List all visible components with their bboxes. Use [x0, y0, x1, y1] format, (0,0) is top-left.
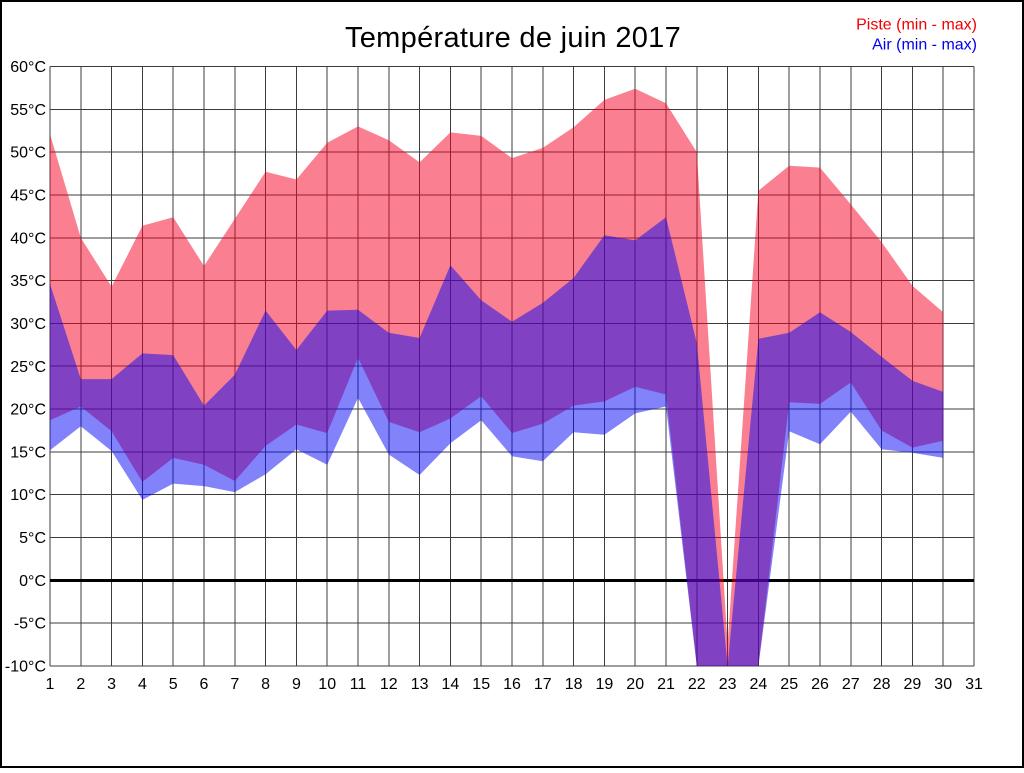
svg-text:24: 24: [750, 676, 768, 693]
svg-text:22: 22: [688, 676, 706, 693]
svg-text:0°C: 0°C: [19, 573, 46, 590]
svg-text:10°C: 10°C: [10, 487, 46, 504]
svg-text:6: 6: [200, 676, 209, 693]
svg-text:7: 7: [230, 676, 239, 693]
svg-text:25: 25: [780, 676, 798, 693]
svg-text:12: 12: [380, 676, 398, 693]
svg-text:Air (min - max): Air (min - max): [872, 37, 977, 54]
svg-text:40°C: 40°C: [10, 230, 46, 247]
svg-text:20: 20: [626, 676, 644, 693]
svg-text:8: 8: [261, 676, 270, 693]
svg-text:15°C: 15°C: [10, 444, 46, 461]
svg-text:Piste (min - max): Piste (min - max): [856, 17, 977, 34]
svg-text:11: 11: [350, 676, 367, 693]
svg-text:55°C: 55°C: [10, 102, 46, 119]
svg-text:20°C: 20°C: [10, 402, 46, 419]
svg-text:35°C: 35°C: [10, 273, 46, 290]
svg-text:27: 27: [842, 676, 860, 693]
svg-text:21: 21: [657, 676, 675, 693]
svg-text:30°C: 30°C: [10, 316, 46, 333]
svg-text:30: 30: [934, 676, 952, 693]
svg-text:31: 31: [965, 676, 983, 693]
svg-text:14: 14: [442, 676, 460, 693]
svg-text:15: 15: [472, 676, 490, 693]
svg-text:1: 1: [46, 676, 55, 693]
svg-text:9: 9: [292, 676, 301, 693]
svg-text:-5°C: -5°C: [14, 616, 46, 633]
svg-text:25°C: 25°C: [10, 359, 46, 376]
svg-text:5: 5: [169, 676, 178, 693]
svg-text:26: 26: [811, 676, 829, 693]
svg-text:10: 10: [318, 676, 336, 693]
svg-text:4: 4: [138, 676, 147, 693]
svg-text:16: 16: [503, 676, 521, 693]
svg-text:29: 29: [904, 676, 922, 693]
svg-text:19: 19: [596, 676, 614, 693]
svg-text:17: 17: [534, 676, 552, 693]
svg-text:3: 3: [107, 676, 116, 693]
svg-text:18: 18: [565, 676, 583, 693]
svg-text:60°C: 60°C: [10, 59, 46, 76]
svg-text:45°C: 45°C: [10, 188, 46, 205]
svg-text:5°C: 5°C: [19, 530, 46, 547]
svg-text:50°C: 50°C: [10, 145, 46, 162]
svg-text:28: 28: [873, 676, 891, 693]
svg-text:23: 23: [719, 676, 737, 693]
svg-text:2: 2: [76, 676, 85, 693]
svg-text:13: 13: [411, 676, 429, 693]
svg-text:-10°C: -10°C: [5, 659, 46, 676]
svg-text:Température de juin 2017: Température de juin 2017: [345, 22, 681, 54]
